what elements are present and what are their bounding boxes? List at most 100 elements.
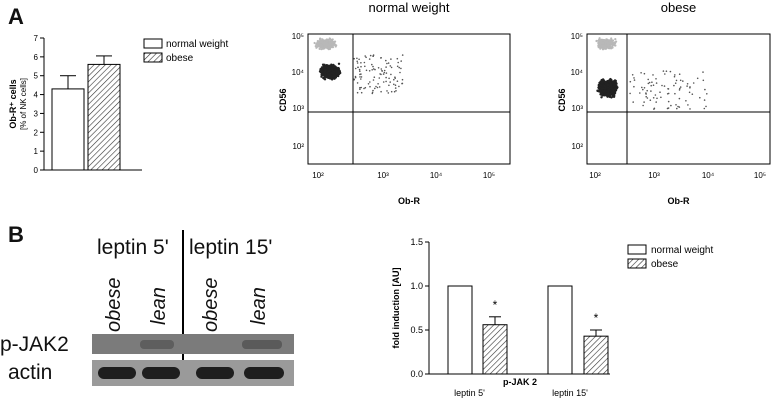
y-tick-label: 0.5 (410, 325, 423, 335)
event-dot (649, 99, 652, 101)
event-dot (691, 93, 694, 95)
event-dot (333, 41, 336, 44)
event-dot (629, 80, 632, 83)
event-dot (387, 62, 390, 64)
event-dot (659, 91, 661, 93)
flow-plot-obese: obese 10⁵ 10⁴ 10³ 10² 10² 10³ 10⁴ 10⁵ Ob-R CD56 (557, 0, 771, 206)
event-dot (318, 38, 322, 41)
group-label: leptin 15' (552, 388, 588, 398)
event-dot (371, 63, 373, 66)
event-dot (372, 89, 374, 92)
event-dot (601, 39, 604, 42)
event-dot (599, 47, 602, 50)
event-dot (397, 61, 399, 64)
event-dots (313, 37, 404, 95)
event-dot (677, 105, 679, 108)
event-dot (678, 106, 681, 108)
event-dot (612, 80, 615, 83)
event-dot (393, 90, 396, 93)
row-label-actin: actin (8, 361, 53, 384)
event-dot (382, 73, 385, 75)
event-dot (332, 43, 335, 47)
event-dot (390, 66, 393, 69)
event-dot (647, 82, 650, 85)
event-dot (321, 41, 324, 44)
y-axis-label: CD56 (557, 88, 567, 111)
event-dot (396, 65, 399, 68)
event-dot (667, 100, 670, 103)
event-dot (356, 60, 358, 63)
event-dot (655, 82, 658, 84)
event-dot (390, 58, 392, 60)
event-dot (372, 79, 375, 81)
fold-induction-chart: 0.0 0.5 1.0 1.5 fold induction [AU] * leptin 5… (391, 237, 713, 398)
event-dot (606, 86, 609, 89)
event-dot (327, 48, 330, 51)
event-dot (651, 81, 653, 83)
event-dot (611, 95, 614, 98)
event-dot (682, 80, 684, 82)
event-dot (686, 85, 688, 87)
event-dot (598, 37, 601, 40)
event-dot (664, 73, 666, 75)
event-dot (386, 90, 388, 92)
event-dot (652, 74, 654, 76)
event-dot (663, 85, 666, 87)
event-dot (371, 92, 374, 95)
event-dot (643, 101, 645, 103)
event-dot (323, 66, 327, 69)
lane-label-obese-15: obese (200, 277, 222, 333)
event-dot (385, 80, 387, 83)
lane-label-obese-5: obese (103, 277, 125, 333)
event-dot (396, 57, 399, 60)
event-dot (359, 73, 361, 76)
event-dot (612, 41, 615, 45)
event-dot (613, 87, 617, 90)
event-dot (401, 78, 404, 81)
event-dot (363, 61, 366, 64)
event-dot (331, 45, 334, 48)
event-dot (606, 92, 609, 96)
event-dot (646, 89, 648, 92)
y-axis-label: CD56 (278, 88, 288, 111)
event-dot (315, 46, 318, 49)
x-tick-label: 10⁴ (702, 171, 715, 180)
event-dot (330, 67, 334, 71)
event-dot (376, 86, 379, 89)
event-dot (389, 65, 392, 67)
y-tick-label: 7 (34, 34, 39, 43)
row-label-pjak2: p-JAK2 (0, 333, 69, 356)
obr-bar-chart: 0 1 2 3 4 5 6 7 Ob-R⁺ cells [% of NK cells] normal… (8, 34, 228, 175)
pjak2-band (140, 340, 174, 349)
flow-title: normal weight (369, 0, 450, 15)
event-dot (612, 83, 616, 86)
event-dot (356, 62, 359, 64)
event-dot (364, 65, 366, 68)
x-axis-label: Ob-R (398, 196, 420, 206)
event-dot (394, 76, 396, 78)
event-dot (633, 85, 635, 88)
event-dot (611, 88, 615, 92)
y-tick-label: 10⁴ (292, 68, 305, 77)
event-dot (320, 45, 324, 48)
event-dot (319, 43, 322, 46)
event-dot (689, 108, 691, 110)
event-dot (335, 71, 338, 75)
event-dot (358, 58, 360, 61)
significance-marker: * (594, 311, 599, 325)
event-dot (357, 66, 359, 69)
lane-divider (182, 230, 184, 386)
event-dot (394, 84, 397, 86)
event-dot (388, 77, 390, 80)
event-dot (641, 86, 643, 89)
event-dot (610, 42, 613, 45)
event-dot (606, 40, 609, 43)
event-dot (385, 66, 387, 68)
event-dot (615, 40, 618, 43)
event-dot (689, 87, 691, 89)
legend-swatch (627, 258, 647, 269)
legend-label: obese (651, 259, 679, 270)
event-dot (358, 68, 361, 71)
actin-band (196, 367, 234, 379)
event-dot (323, 41, 326, 45)
